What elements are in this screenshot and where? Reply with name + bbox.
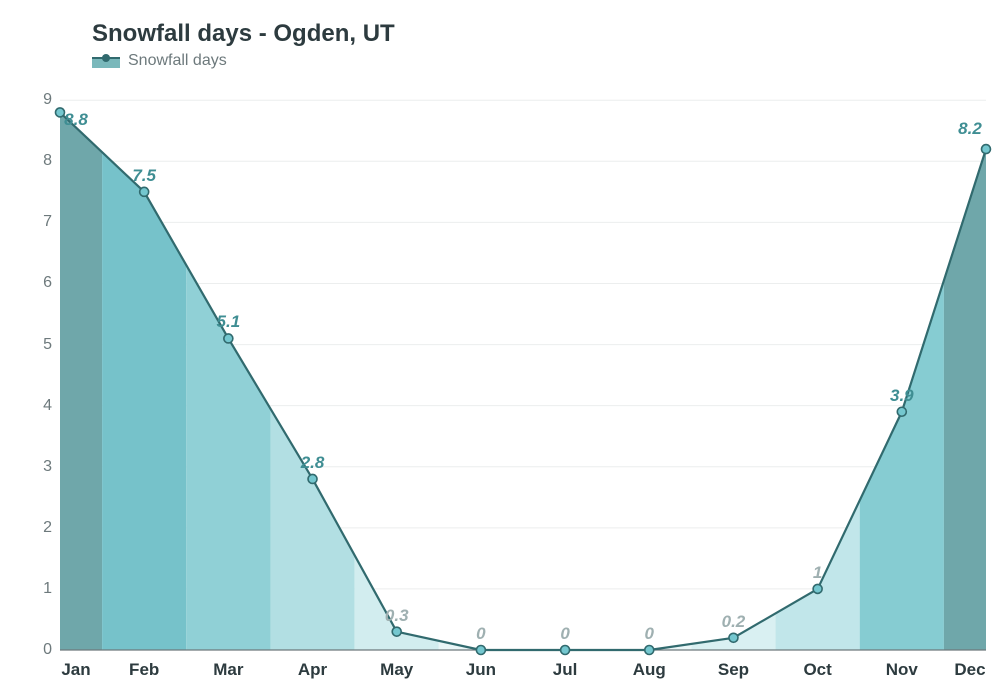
value-label: 3.9 [890, 386, 914, 406]
y-tick-label: 7 [12, 213, 52, 231]
x-tick-label: Jul [553, 660, 578, 680]
y-tick-label: 0 [12, 641, 52, 659]
chart-svg [0, 0, 1000, 700]
value-label: 0.2 [722, 612, 746, 632]
value-label: 8.2 [958, 119, 982, 139]
value-label: 1 [813, 563, 822, 583]
value-label: 0 [476, 624, 485, 644]
y-tick-label: 5 [12, 336, 52, 354]
y-tick-label: 1 [12, 580, 52, 598]
x-tick-label: Dec [954, 660, 985, 680]
y-tick-label: 3 [12, 458, 52, 476]
value-label: 0.3 [385, 606, 409, 626]
x-tick-label: May [380, 660, 413, 680]
x-tick-label: Feb [129, 660, 159, 680]
chart-plot [0, 0, 1000, 700]
x-tick-label: Oct [803, 660, 831, 680]
x-tick-label: Aug [633, 660, 666, 680]
y-tick-label: 9 [12, 91, 52, 109]
value-label: 0 [645, 624, 654, 644]
x-tick-label: Apr [298, 660, 327, 680]
x-tick-label: Jun [466, 660, 496, 680]
y-tick-label: 8 [12, 152, 52, 170]
y-tick-label: 6 [12, 274, 52, 292]
x-tick-label: Jan [61, 660, 90, 680]
value-label: 8.8 [64, 110, 88, 130]
value-label: 0 [560, 624, 569, 644]
value-label: 2.8 [301, 453, 325, 473]
y-tick-label: 4 [12, 397, 52, 415]
value-label: 7.5 [132, 166, 156, 186]
value-label: 5.1 [217, 312, 241, 332]
x-tick-label: Nov [886, 660, 918, 680]
x-tick-label: Mar [213, 660, 243, 680]
y-tick-label: 2 [12, 519, 52, 537]
x-tick-label: Sep [718, 660, 749, 680]
